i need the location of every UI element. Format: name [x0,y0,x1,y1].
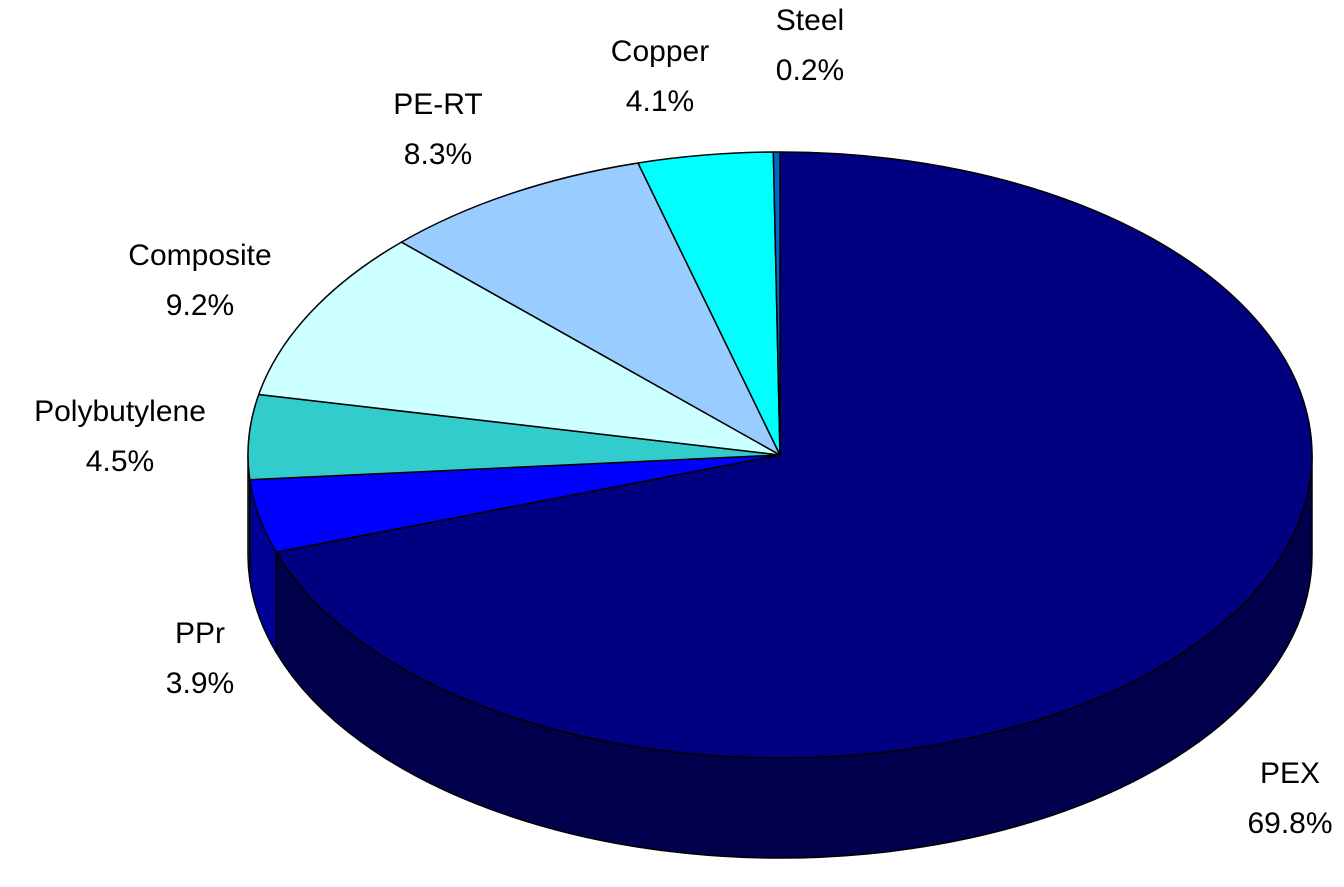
slice-value-label: 0.2% [776,54,844,87]
slice-label: PPr [175,617,225,650]
pie-slice [772,151,781,456]
slice-value-label: 69.8% [1247,807,1332,840]
pie-slice [257,241,781,456]
slice-label: Steel [776,4,844,37]
pie-slice [400,162,781,456]
slice-value-label: 4.1% [626,85,694,118]
slice-value-label: 3.9% [166,667,234,700]
slice-label: Polybutylene [34,395,206,428]
pie-slice [275,151,1313,759]
slice-value-label: 8.3% [404,138,472,171]
slice-label: Copper [611,35,709,68]
slice-value-label: 9.2% [166,289,234,322]
slice-label: Composite [128,239,271,272]
slice-value-label: 4.5% [86,445,154,478]
slice-label: PE-RT [393,88,482,121]
slice-label: PEX [1260,757,1320,790]
